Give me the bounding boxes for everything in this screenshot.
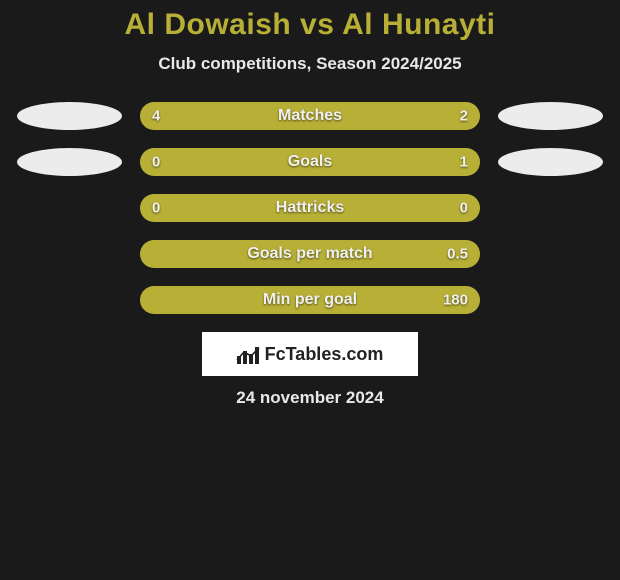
stat-value-right: 1 bbox=[460, 154, 468, 171]
comparison-widget: Al Dowaish vs Al Hunayti Club competitio… bbox=[0, 0, 620, 408]
stat-bar: 4 Matches 2 bbox=[140, 102, 480, 130]
stat-bar: 0 Hattricks 0 bbox=[140, 194, 480, 222]
stat-bar: 0 Goals 1 bbox=[140, 148, 480, 176]
stat-value-right: 180 bbox=[443, 292, 468, 309]
stat-value-left: 4 bbox=[152, 108, 160, 125]
team-left-logo bbox=[17, 102, 122, 130]
site-name: FcTables.com bbox=[265, 344, 384, 365]
stat-bar: Goals per match 0.5 bbox=[140, 240, 480, 268]
subtitle: Club competitions, Season 2024/2025 bbox=[0, 54, 620, 74]
stat-value-left: 0 bbox=[152, 154, 160, 171]
stat-label: Goals bbox=[288, 153, 332, 171]
stat-label: Matches bbox=[278, 107, 342, 125]
page-title: Al Dowaish vs Al Hunayti bbox=[0, 8, 620, 42]
team-left-logo bbox=[17, 148, 122, 176]
stat-value-left: 0 bbox=[152, 200, 160, 217]
stat-value-right: 2 bbox=[460, 108, 468, 125]
stat-label: Hattricks bbox=[276, 199, 344, 217]
date-line: 24 november 2024 bbox=[0, 388, 620, 408]
team-right-logo bbox=[498, 148, 603, 176]
stat-row: Goals per match 0.5 bbox=[0, 240, 620, 268]
site-badge[interactable]: FcTables.com bbox=[202, 332, 418, 376]
stat-value-right: 0 bbox=[460, 200, 468, 217]
stat-row: 0 Goals 1 bbox=[0, 148, 620, 176]
stat-rows: 4 Matches 2 0 Goals 1 0 Hattricks 0 Goals per mat… bbox=[0, 102, 620, 314]
stat-bar: Min per goal 180 bbox=[140, 286, 480, 314]
bar-fill-right bbox=[208, 148, 480, 176]
stat-row: Min per goal 180 bbox=[0, 286, 620, 314]
team-right-logo bbox=[498, 102, 603, 130]
stat-row: 4 Matches 2 bbox=[0, 102, 620, 130]
stat-row: 0 Hattricks 0 bbox=[0, 194, 620, 222]
stat-value-right: 0.5 bbox=[447, 246, 468, 263]
bar-fill-left bbox=[140, 148, 208, 176]
stat-label: Min per goal bbox=[263, 291, 357, 309]
stat-label: Goals per match bbox=[247, 245, 372, 263]
chart-icon bbox=[237, 344, 259, 364]
